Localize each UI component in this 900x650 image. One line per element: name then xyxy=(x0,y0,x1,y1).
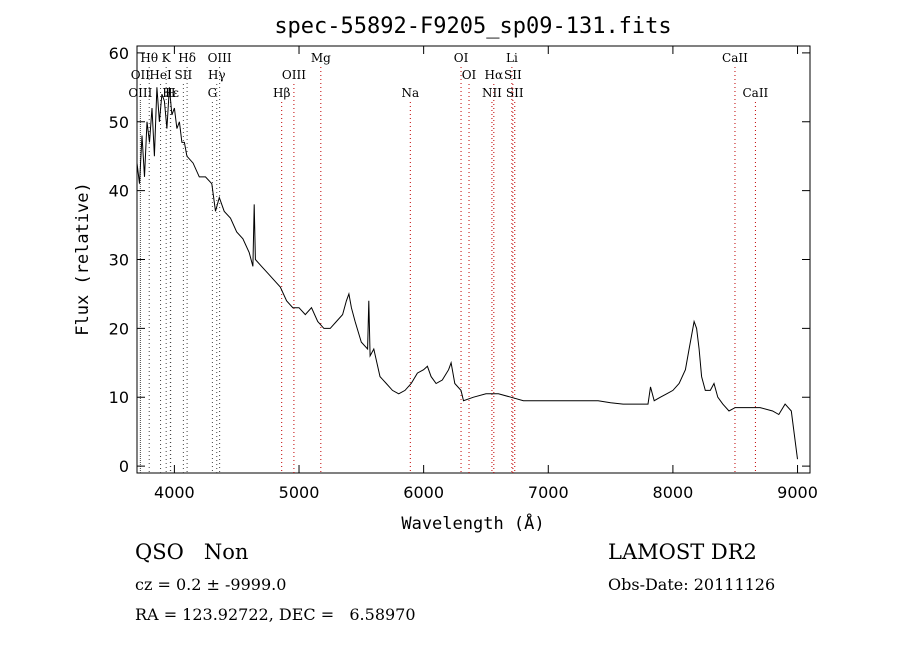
line-label: OIII xyxy=(208,51,232,65)
line-label: Mg xyxy=(311,51,331,65)
y-tick-label: 40 xyxy=(109,182,129,201)
plot-frame xyxy=(136,45,811,474)
y-tick-label: 50 xyxy=(109,113,129,132)
line-label: OII xyxy=(131,68,151,82)
line-label: Na xyxy=(401,86,419,100)
x-tick-label: 8000 xyxy=(653,483,694,502)
object-class: QSO Non xyxy=(135,540,248,564)
subclass-value: Non xyxy=(203,540,249,564)
line-label: OIII xyxy=(282,68,306,82)
spectrum-series xyxy=(136,87,798,460)
axis-ticks: 4000 5000 6000 7000 8000 9000 0 10 20 30 40 50 60 xyxy=(109,44,818,502)
survey-name: LAMOST DR2 xyxy=(608,540,757,564)
y-tick-label: 10 xyxy=(109,388,129,407)
x-tick-label: 4000 xyxy=(154,483,195,502)
line-label: SII xyxy=(506,86,524,100)
class-value: QSO xyxy=(135,540,184,564)
line-label: OIII xyxy=(128,86,152,100)
x-tick-label: 5000 xyxy=(279,483,320,502)
line-label: G xyxy=(208,86,218,100)
line-label: K xyxy=(162,51,172,65)
line-label: Hε xyxy=(162,86,179,100)
line-label: Hα xyxy=(485,68,504,82)
line-label: SII xyxy=(175,68,193,82)
line-label: OI xyxy=(462,68,477,82)
line-label: CaII xyxy=(722,51,748,65)
line-label: Hδ xyxy=(178,51,196,65)
line-label: SII xyxy=(504,68,522,82)
y-tick-label: 60 xyxy=(109,44,129,63)
x-tick-label: 9000 xyxy=(777,483,818,502)
x-tick-label: 6000 xyxy=(403,483,444,502)
y-tick-label: 20 xyxy=(109,319,129,338)
chart-title: spec-55892-F9205_sp09-131.fits xyxy=(274,14,671,39)
line-label: NII xyxy=(482,86,502,100)
y-tick-label: 0 xyxy=(119,457,129,476)
y-tick-label: 30 xyxy=(109,251,129,270)
line-label: Hβ xyxy=(273,86,290,100)
line-label: Hγ xyxy=(208,68,226,82)
y-axis-label: Flux (relative) xyxy=(73,182,93,336)
line-label: Hθ xyxy=(140,51,158,65)
line-label: OI xyxy=(454,51,469,65)
x-axis-label: Wavelength (Å) xyxy=(401,512,544,534)
line-label: HeI xyxy=(149,68,172,82)
line-label: CaII xyxy=(742,86,768,100)
redshift-text: cz = 0.2 ± -9999.0 xyxy=(135,575,287,594)
line-label: Li xyxy=(506,51,518,65)
observation-date: Obs-Date: 20111126 xyxy=(608,575,776,594)
spectrum-line xyxy=(136,87,798,460)
x-tick-label: 7000 xyxy=(528,483,569,502)
coordinates-text: RA = 123.92722, DEC = 6.58970 xyxy=(135,605,416,624)
